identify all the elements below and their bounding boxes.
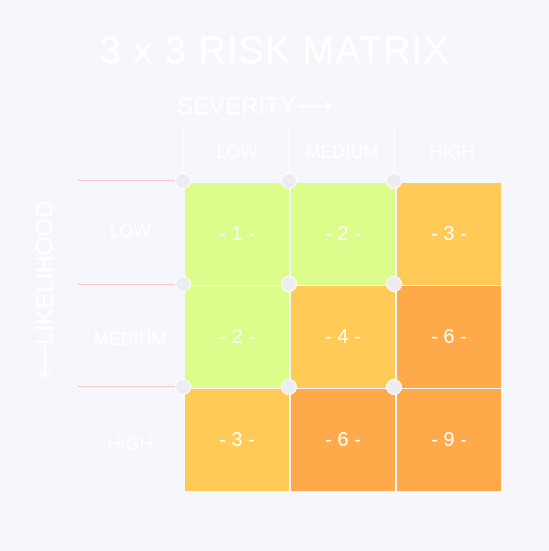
grid-node-dot [175, 379, 191, 395]
matrix-cell: - 1 - [185, 183, 289, 285]
likelihood-axis-label: ⟵LIKELIHOOD [31, 201, 60, 379]
matrix-title: 3 x 3 RISK MATRIX [99, 30, 450, 72]
likelihood-row-high: HIGH [107, 434, 153, 454]
matrix-cell: - 2 - [291, 183, 395, 285]
guide-line [78, 386, 183, 387]
right-arrow-icon: ⟶ [297, 93, 333, 120]
grid-node-dot [281, 276, 297, 292]
grid-node-dot [386, 173, 402, 189]
guide-line [289, 128, 290, 181]
severity-col-high: HIGH [429, 142, 475, 162]
severity-label: SEVERITY [177, 93, 296, 120]
guide-line [78, 180, 183, 181]
down-arrow-icon: ⟵ [31, 344, 59, 380]
likelihood-row-low: LOW [109, 221, 151, 241]
grid-node-dot [281, 173, 297, 189]
grid-node-dot [281, 379, 297, 395]
grid-node-dot [175, 173, 191, 189]
matrix-cell: - 2 - [185, 286, 289, 388]
matrix-cell: - 6 - [397, 286, 501, 388]
matrix-cell: - 4 - [291, 286, 395, 388]
matrix-cell: - 9 - [397, 389, 501, 491]
severity-axis-label: SEVERITY⟶ [177, 92, 332, 121]
matrix-cell: - 3 - [397, 183, 501, 285]
grid-node-dot [386, 276, 402, 292]
grid-node-dot [386, 379, 402, 395]
severity-col-low: LOW [216, 142, 258, 162]
likelihood-row-medium: MEDIUM [93, 329, 167, 349]
matrix-cell: - 6 - [291, 389, 395, 491]
guide-line [183, 128, 184, 181]
grid-node-dot [175, 276, 191, 292]
guide-line [394, 128, 395, 181]
matrix-cell: - 3 - [185, 389, 289, 491]
severity-col-medium: MEDIUM [305, 142, 379, 162]
likelihood-label: LIKELIHOOD [31, 200, 59, 345]
guide-line [78, 284, 183, 285]
